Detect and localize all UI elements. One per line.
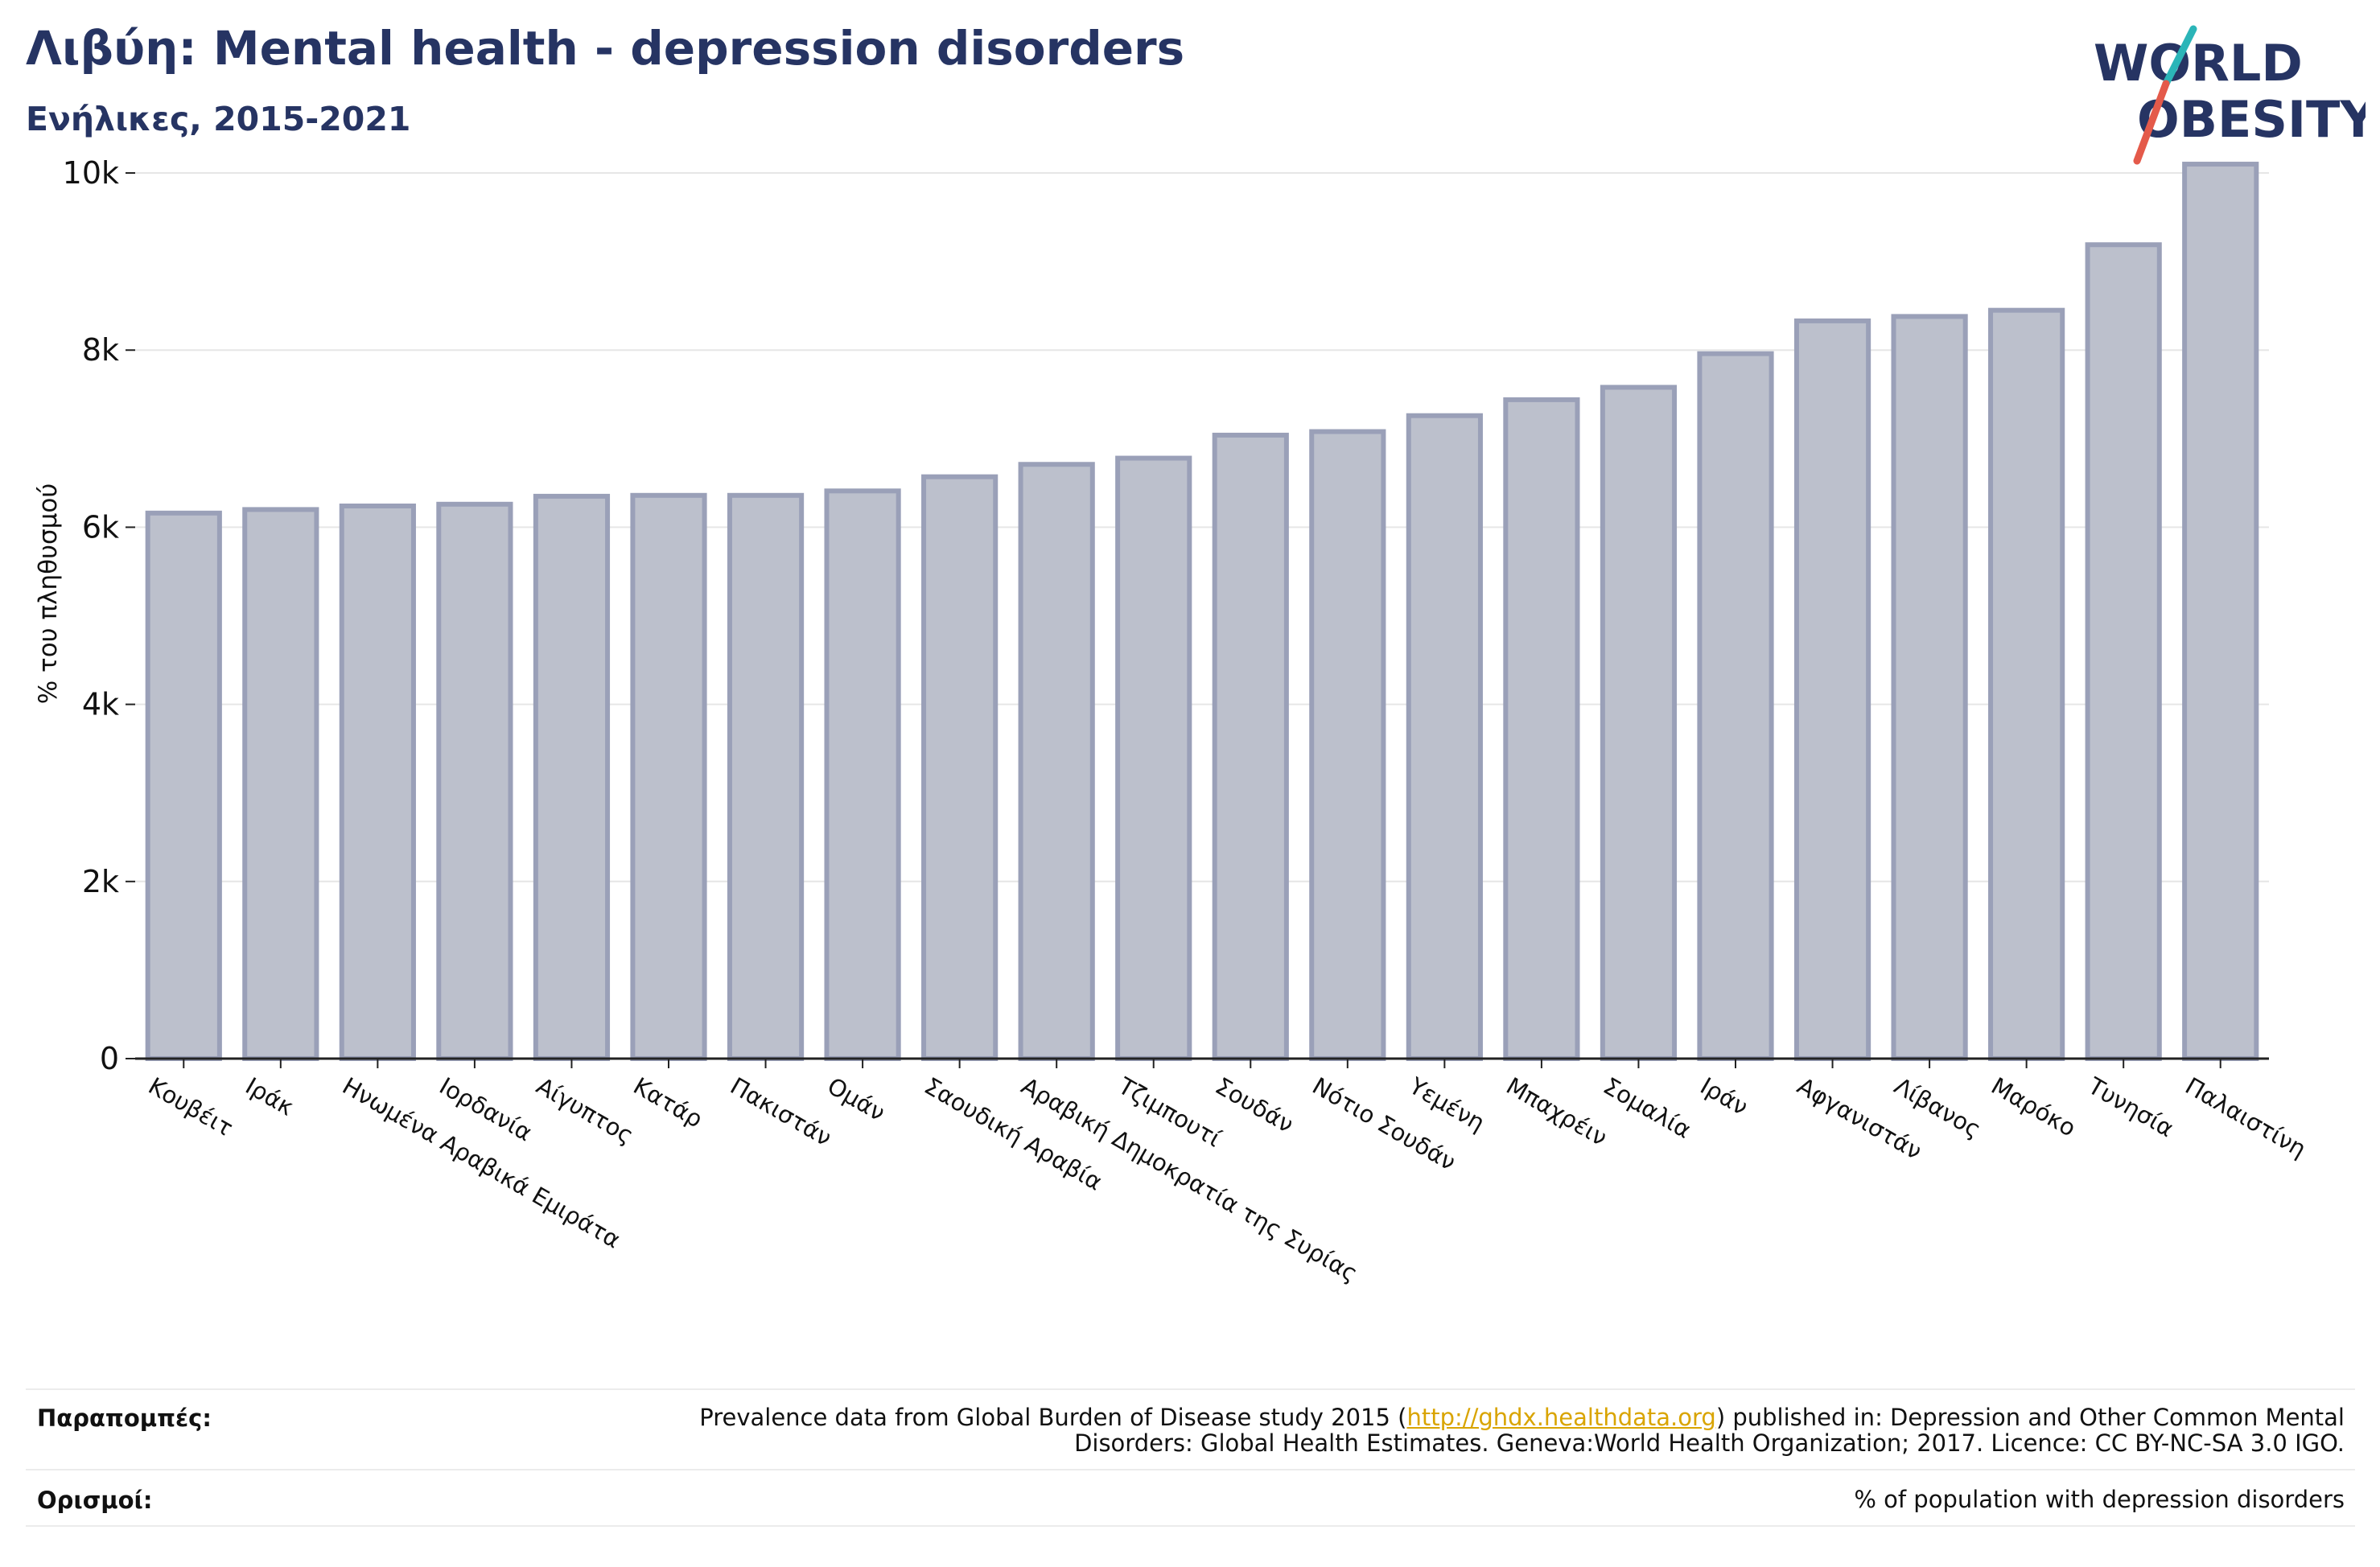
x-tick-label: Κουβέιτ: [144, 1072, 238, 1142]
x-tick-label: Παλαιστίνη: [2180, 1072, 2311, 1163]
bar: [339, 504, 416, 1061]
x-tick-label: Σαουδική Αραβία: [920, 1072, 1107, 1196]
references-text-before: Prevalence data from Global Burden of Di…: [699, 1404, 1407, 1431]
bar: [1503, 397, 1580, 1061]
definitions-text: % of population with depression disorder…: [1854, 1486, 2345, 1513]
bar: [1891, 314, 1968, 1061]
y-tick-label: 4k: [82, 687, 119, 722]
definitions-label: Ορισμοί:: [37, 1487, 153, 1514]
bar: [1600, 385, 1678, 1061]
logo-slash-red: [2133, 80, 2170, 165]
y-tick-label: 6k: [82, 509, 119, 545]
bar: [145, 510, 222, 1061]
bar: [1309, 429, 1386, 1061]
bar: [242, 507, 319, 1061]
bar: [1406, 413, 1483, 1061]
x-tick-label: Σομαλία: [1599, 1072, 1696, 1144]
y-tick-label: 0: [100, 1041, 119, 1076]
references-label: Παραπομπές:: [37, 1405, 212, 1432]
bar: [1212, 432, 1289, 1061]
footer-divider-bottom: [26, 1525, 2355, 1527]
bar: [2085, 242, 2162, 1061]
footer-divider-middle: [26, 1469, 2355, 1470]
x-tick-label: Ιράν: [1696, 1072, 1753, 1121]
chart-title: Λιβύη: Mental health - depression disord…: [26, 21, 1185, 76]
x-tick-label: Μαρόκο: [1987, 1072, 2081, 1142]
world-obesity-logo: WORLD OBESITY: [2094, 25, 2366, 165]
references-text: Prevalence data from Global Burden of Di…: [699, 1405, 2345, 1456]
bar: [1988, 307, 2065, 1061]
bar: [921, 474, 999, 1061]
footer-divider-top: [26, 1388, 2355, 1390]
y-tick-label: 2k: [82, 864, 119, 899]
bar: [1793, 318, 1871, 1061]
bar: [533, 493, 611, 1061]
y-tick-label: 10k: [63, 155, 119, 191]
chart-subtitle: Ενήλικες, 2015-2021: [26, 100, 411, 138]
bar: [1115, 455, 1192, 1061]
bar: [727, 492, 805, 1061]
x-tick-label: Μπαχρέιν: [1501, 1072, 1612, 1152]
bar: [2182, 162, 2259, 1062]
x-tick-label: Πακιστάν: [726, 1072, 836, 1152]
bar: [824, 488, 901, 1061]
logo-word-obesity: OBESITY: [2137, 90, 2366, 149]
bar: [1697, 351, 1774, 1061]
y-tick-label: 8k: [82, 332, 119, 368]
logo-word-world: WORLD: [2094, 34, 2303, 93]
references-link[interactable]: http://ghdx.healthdata.org: [1406, 1404, 1716, 1431]
x-tick-label: Ιράκ: [241, 1072, 299, 1121]
bar: [436, 501, 513, 1061]
references-text-line2: Disorders: Global Health Estimates. Gene…: [1074, 1429, 2345, 1457]
logo-slash-teal: [2162, 25, 2197, 88]
x-tick-label: Ομάν: [823, 1072, 890, 1127]
bar: [1018, 462, 1095, 1061]
x-tick-label: Αίγυπτος: [532, 1072, 638, 1150]
x-tick-label: Τυνησία: [2083, 1071, 2179, 1142]
x-tick-label: Κατάρ: [629, 1072, 708, 1133]
bar: [630, 492, 707, 1061]
references-text-after: ) published in: Depression and Other Com…: [1715, 1404, 2345, 1431]
y-axis-label: % του πληθυσμού: [34, 483, 63, 705]
